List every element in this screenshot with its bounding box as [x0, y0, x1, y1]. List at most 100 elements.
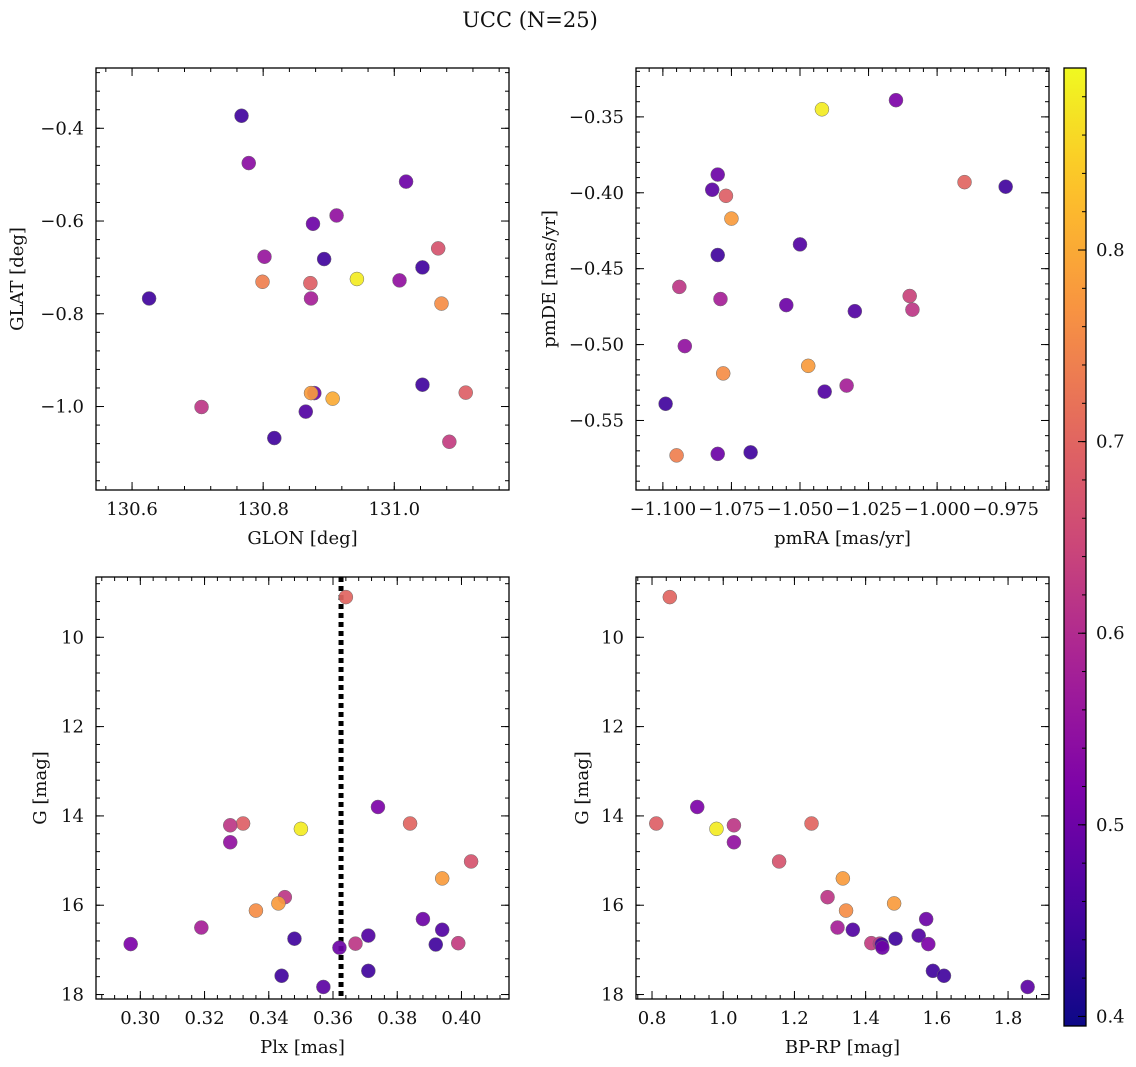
panel-3: 0.30 0.32 0.34 0.36 0.38 0.40 10 12 14 16 18 Plx [m… [30, 576, 510, 1058]
scatter-point [293, 821, 309, 837]
scatter-point [141, 291, 157, 306]
colorbar: 0.4 0.5 0.6 0.7 0.8 [1063, 67, 1125, 1027]
scatter-point [329, 208, 344, 223]
scatter-point [918, 911, 934, 927]
scatter-point [726, 835, 742, 850]
y-tick-label: −0.55 [569, 410, 624, 431]
scatter-point [123, 936, 138, 952]
x-tick-label: 130.8 [237, 499, 289, 520]
axis-ticks [636, 577, 1049, 999]
scatter-point [463, 854, 479, 869]
scatter-point [875, 940, 890, 955]
scatter-point [402, 816, 418, 831]
panels: 130.6 130.8 131.0 −0.4 −0.6 −0.8 −1.0 GLON [deg… [7, 67, 1050, 1058]
scatter-point [434, 922, 450, 938]
scatter-point [669, 448, 684, 463]
scatter-points [141, 108, 473, 450]
x-tick-label: −1.050 [767, 499, 834, 520]
scatter-point [325, 391, 340, 406]
scatter-point [442, 434, 457, 450]
y-tick-label: −0.4 [40, 118, 84, 139]
colorbar-frame [1063, 67, 1087, 1027]
scatter-point [392, 273, 407, 288]
colorbar-tick-label: 0.8 [1096, 240, 1125, 261]
scatter-point [715, 366, 731, 381]
y-tick-label: −0.45 [569, 259, 624, 280]
scatter-point [1020, 979, 1035, 995]
scatter-point [316, 251, 332, 267]
y-tick-label: 10 [601, 627, 624, 648]
x-tick-label: 0.36 [313, 1008, 353, 1029]
x-axis-label: GLON [deg] [247, 528, 357, 549]
scatter-point [957, 174, 972, 190]
x-tick-label: 0.40 [441, 1008, 481, 1029]
scatter-point [911, 928, 926, 943]
colorbar-tick-label: 0.5 [1096, 815, 1125, 836]
y-tick-label: 16 [601, 895, 624, 916]
plot-frame [95, 576, 510, 1000]
x-tick-label: −1.100 [630, 499, 697, 520]
scatter-point [305, 216, 321, 232]
scatter-point [709, 821, 724, 837]
scatter-point [792, 237, 808, 252]
scatter-point [332, 940, 347, 955]
scatter-point [194, 399, 209, 415]
x-axis-label: BP-RP [mag] [785, 1037, 900, 1058]
scatter-point [905, 302, 920, 317]
x-tick-label: −1.075 [698, 499, 765, 520]
scatter-point [839, 378, 854, 393]
x-tick-label: 1.6 [923, 1008, 952, 1029]
colorbar-tick-label: 0.4 [1096, 1006, 1125, 1027]
scatter-point [415, 911, 431, 927]
scatter-point [804, 816, 819, 831]
y-tick-label: 18 [601, 985, 624, 1006]
y-axis-label: pmDE [mas/yr] [539, 210, 560, 348]
scatter-point [649, 816, 664, 831]
scatter-point [724, 211, 739, 226]
scatter-point [428, 937, 444, 952]
scatter-point [662, 589, 678, 605]
scatter-point [298, 404, 314, 419]
scatter-point [820, 889, 835, 905]
y-tick-label: −0.35 [569, 107, 624, 128]
figure-title: UCC (N=25) [462, 8, 598, 32]
y-tick-label: −0.50 [569, 335, 624, 356]
x-axis-label: Plx [mas] [260, 1037, 345, 1058]
axis-ticks [96, 68, 509, 490]
scatter-point [888, 931, 903, 946]
scatter-point [430, 241, 446, 256]
y-tick-label: −1.0 [40, 397, 84, 418]
x-tick-label: 130.6 [106, 499, 158, 520]
scatter-point [303, 275, 318, 291]
colorbar-tick-label: 0.7 [1096, 432, 1125, 453]
scatter-point [257, 249, 272, 264]
scatter-point [817, 384, 832, 399]
scatter-point [434, 871, 450, 886]
x-tick-label: 0.32 [185, 1008, 225, 1029]
y-axis-label: G [mag] [572, 751, 593, 824]
x-tick-label: −1.000 [904, 499, 971, 520]
scatter-point [267, 430, 282, 446]
scatter-point [303, 291, 319, 306]
scatter-point [672, 279, 687, 295]
scatter-points [123, 589, 479, 995]
scatter-point [361, 963, 376, 979]
x-tick-label: 1.2 [780, 1008, 809, 1029]
scatter-point [415, 377, 430, 392]
scatter-points [649, 589, 1035, 995]
scatter-point [338, 589, 354, 605]
scatter-point [287, 931, 302, 946]
scatter-point [743, 445, 758, 460]
scatter-point [838, 903, 854, 918]
plot-frame [95, 67, 510, 491]
scatter-point [689, 799, 705, 815]
x-tick-label: −0.975 [972, 499, 1039, 520]
scatter-point [902, 288, 917, 304]
x-tick-label: 1.8 [994, 1008, 1023, 1029]
scatter-point [779, 297, 794, 313]
axis-ticks [636, 68, 1049, 490]
x-tick-label: 0.8 [638, 1008, 667, 1029]
scatter-point [303, 385, 319, 401]
scatter-point [847, 303, 863, 319]
